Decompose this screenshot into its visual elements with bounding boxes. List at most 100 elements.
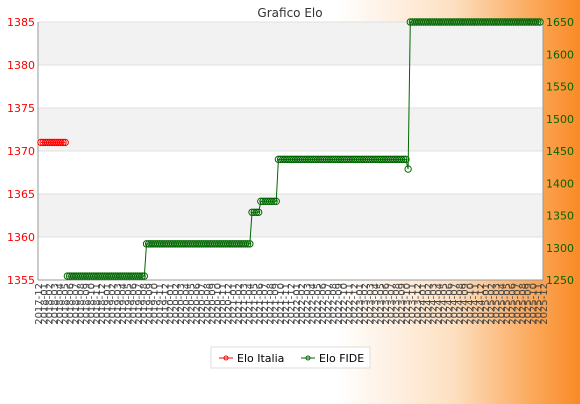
x-tick-label: 2018-05 [60, 283, 71, 325]
data-point [270, 197, 278, 206]
data-point [250, 208, 258, 216]
data-point [252, 208, 261, 216]
grid-band [38, 22, 543, 65]
x-tick-label: 2023-12 [413, 283, 424, 325]
x-tick-label: 2024-09 [460, 283, 471, 325]
x-tick-label: 2020-11 [218, 283, 229, 325]
x-tick-label: 2025-02 [486, 283, 497, 325]
chart-title: Grafico Elo [257, 6, 322, 20]
x-tick-label: 2018-03 [50, 283, 61, 325]
x-tick-label: 2017-12 [34, 283, 45, 325]
x-tick-label: 2021-07 [260, 283, 271, 325]
x-tick-label: 2021-02 [234, 283, 245, 325]
x-tick-label: 2021-03 [239, 283, 250, 325]
x-tick-label: 2020-07 [197, 283, 208, 325]
x-tick-label: 2020-03 [176, 283, 187, 325]
series-elo-italia [37, 138, 69, 147]
x-tick-label: 2021-06 [255, 283, 266, 325]
y-right-tick-label: 1500 [546, 113, 574, 126]
data-point [400, 155, 408, 164]
x-tick-label: 2020-09 [208, 283, 219, 325]
x-tick-label: 2019-01 [102, 283, 113, 325]
x-tick-label: 2024-11 [471, 283, 482, 325]
x-tick-label: 2018-09 [81, 283, 92, 325]
x-tick-label: 2024-10 [465, 283, 476, 325]
x-tick-label: 2019-11 [155, 283, 166, 325]
x-tick-label: 2019-09 [145, 283, 156, 325]
x-tick-label: 2022-08 [329, 283, 340, 325]
x-tick-label: 2021-09 [271, 283, 282, 325]
data-point [272, 197, 280, 206]
x-tick-label: 2022-04 [308, 283, 319, 325]
x-tick-label: 2018-01 [39, 283, 50, 325]
data-point [57, 138, 65, 147]
x-tick-label: 2021-12 [287, 283, 298, 325]
data-point [241, 240, 250, 248]
y-right-tick-label: 1600 [546, 48, 574, 61]
y-left-tick-label: 1380 [7, 59, 35, 72]
x-tick-label: 2023-06 [381, 283, 392, 325]
x-tick-label: 2021-10 [276, 283, 287, 325]
x-tick-label: 2020-06 [192, 283, 203, 325]
x-tick-label: 2021-08 [266, 283, 277, 325]
x-tick-label: 2025-10 [529, 283, 540, 325]
x-tick-label: 2024-01 [418, 283, 429, 325]
x-tick-label: 2019-02 [108, 283, 119, 325]
x-tick-label: 2021-05 [250, 283, 261, 325]
x-tick-label: 2020-10 [213, 283, 224, 325]
x-tick-label: 2018-04 [55, 283, 66, 325]
x-tick-label: 2024-12 [476, 283, 487, 325]
y-left-tick-label: 1355 [7, 274, 35, 287]
x-tick-label: 2023-04 [371, 283, 382, 325]
x-tick-label: 2023-07 [386, 283, 397, 325]
x-tick-label: 2018-06 [66, 283, 77, 325]
data-point [59, 138, 67, 147]
x-tick-label: 2022-01 [292, 283, 303, 325]
x-tick-label: 2019-12 [160, 283, 171, 325]
x-tick-label: 2022-05 [313, 283, 324, 325]
grid-band [38, 108, 543, 151]
legend-box [210, 346, 371, 369]
y-right-tick-label: 1350 [546, 210, 574, 223]
x-tick-label: 2025-09 [523, 283, 534, 325]
x-tick-label: 2025-05 [502, 283, 513, 325]
x-tick-label: 2025-04 [497, 283, 508, 325]
data-point [136, 272, 144, 280]
x-tick-label: 2023-02 [360, 283, 371, 325]
data-point [138, 272, 146, 280]
x-tick-label: 2019-10 [150, 283, 161, 325]
x-tick-label: 2021-01 [229, 283, 240, 325]
y-left-tick-label: 1385 [7, 16, 35, 29]
x-tick-label: 2022-07 [323, 283, 334, 325]
legend-label: Elo FIDE [319, 352, 364, 365]
data-point [531, 18, 540, 26]
x-tick-label: 2025-12 [539, 283, 550, 325]
x-tick-label: 2019-04 [118, 283, 129, 325]
y-right-tick-label: 1250 [546, 274, 574, 287]
y-right-tick-label: 1550 [546, 81, 574, 94]
legend-label: Elo Italia [237, 352, 284, 365]
x-tick-label: 2025-07 [513, 283, 524, 325]
x-tick-label: 2018-07 [71, 283, 82, 325]
x-tick-label: 2024-04 [434, 283, 445, 325]
legend: Elo Italia Elo FIDE [210, 346, 371, 369]
y-right-tick-label: 1650 [546, 16, 574, 29]
x-tick-label: 2025-06 [507, 283, 518, 325]
legend-swatch-marker [223, 355, 229, 361]
x-tick-label: 2024-06 [444, 283, 455, 325]
x-tick-label: 2020-12 [223, 283, 234, 325]
x-tick-label: 2022-09 [334, 283, 345, 325]
data-point [404, 165, 412, 173]
x-tick-label: 2022-02 [297, 283, 308, 325]
x-tick-label: 2020-05 [187, 283, 198, 325]
x-tick-label: 2024-03 [429, 283, 440, 325]
x-tick-label: 2022-03 [302, 283, 313, 325]
x-tick-label: 2020-08 [202, 283, 213, 325]
x-tick-label: 2023-01 [355, 283, 366, 325]
x-tick-label: 2022-06 [318, 283, 329, 325]
x-tick-label: 2022-10 [339, 283, 350, 325]
x-tick-label: 2018-02 [45, 283, 56, 325]
x-tick-label: 2023-11 [408, 283, 419, 325]
